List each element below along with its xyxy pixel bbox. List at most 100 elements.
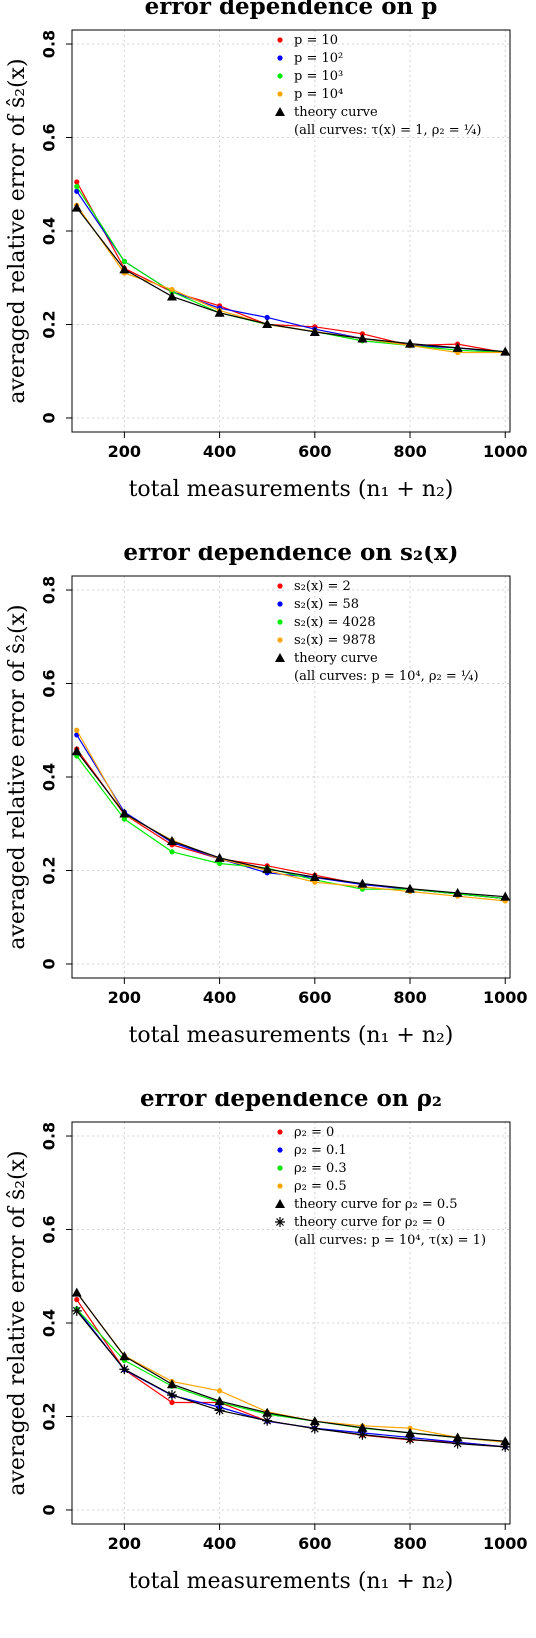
data-point xyxy=(166,836,177,846)
legend-marker xyxy=(275,653,285,662)
data-point xyxy=(121,816,127,822)
series-line xyxy=(76,181,506,354)
x-tick-label: 800 xyxy=(393,988,426,1007)
legend-label: p = 10³ xyxy=(294,69,343,84)
data-point xyxy=(262,319,273,329)
chart-title: error dependence on p xyxy=(145,0,438,20)
data-point xyxy=(262,1407,273,1417)
x-tick-label: 600 xyxy=(298,1534,331,1553)
data-point xyxy=(166,1389,177,1400)
data-point xyxy=(500,891,511,901)
data-point xyxy=(405,338,416,348)
x-tick-label: 1000 xyxy=(483,988,528,1007)
legend: ρ₂ = 0 ρ₂ = 0.1 ρ₂ = 0.3 ρ₂ = 0.5 theory cur… xyxy=(275,1125,486,1248)
data-point xyxy=(74,179,80,185)
legend-marker xyxy=(277,55,283,61)
data-point xyxy=(71,1287,82,1297)
legend-label: s₂(x) = 4028 xyxy=(294,615,376,630)
data-point xyxy=(452,1438,463,1449)
legend-marker xyxy=(275,107,285,116)
data-point xyxy=(405,1427,416,1437)
legend-label: theory curve xyxy=(294,105,378,120)
legend-marker xyxy=(277,73,283,79)
series-line xyxy=(76,1292,506,1442)
y-tick-label: 0.8 xyxy=(40,30,59,58)
series-line xyxy=(76,207,506,353)
y-tick-label: 0 xyxy=(40,1504,59,1515)
chart-panel-s2: 200 400 600 800 1000 0 0.2 0.4 0.6 0.8 error depen… xyxy=(0,546,536,1092)
y-tick-label: 0.2 xyxy=(40,1402,59,1430)
data-point xyxy=(309,1423,320,1434)
data-point xyxy=(74,727,80,733)
data-point xyxy=(214,1405,225,1416)
legend-marker xyxy=(277,1129,283,1135)
data-point xyxy=(216,860,223,867)
legend-label: theory curve for ρ₂ = 0 xyxy=(294,1215,445,1230)
legend-note: (all curves: p = 10⁴, ρ₂ = ¼) xyxy=(294,669,479,684)
series-3 xyxy=(74,202,508,356)
data-point xyxy=(74,188,80,194)
chart-svg-s2: 200 400 600 800 1000 0 0.2 0.4 0.6 0.8 error depen… xyxy=(5,546,528,1048)
chart-panel-p: 200 400 600 800 1000 0 0.2 0.4 0.6 0.8 error depen… xyxy=(0,0,536,546)
data-point xyxy=(166,1379,177,1389)
chart-panel-rho2: 200 400 600 800 1000 0 0.2 0.4 0.6 0.8 error depen… xyxy=(0,1092,536,1638)
series-0 xyxy=(74,746,508,902)
y-tick-label: 0.6 xyxy=(40,123,59,151)
legend-marker xyxy=(277,1165,283,1171)
y-tick-label: 0.8 xyxy=(40,1122,59,1150)
x-axis-label: total measurements (n₁ + n₂) xyxy=(129,1569,454,1594)
data-point xyxy=(500,1441,511,1452)
x-tick-label: 200 xyxy=(108,1534,141,1553)
grid xyxy=(72,30,510,432)
series-4 xyxy=(71,746,511,901)
data-point xyxy=(214,1396,225,1406)
data-point xyxy=(309,1416,320,1426)
legend-marker xyxy=(275,1199,285,1208)
series-4 xyxy=(71,202,511,356)
y-tick-label: 0.4 xyxy=(40,217,59,245)
data-point xyxy=(357,333,368,343)
data-point xyxy=(309,872,320,882)
series-1 xyxy=(74,188,508,356)
series-4 xyxy=(71,1287,511,1446)
series-2 xyxy=(74,753,508,902)
data-point xyxy=(121,258,127,264)
legend-label: theory curve for ρ₂ = 0.5 xyxy=(294,1197,458,1212)
x-tick-label: 800 xyxy=(393,442,426,461)
x-axis-label: total measurements (n₁ + n₂) xyxy=(129,1023,454,1048)
legend-label: s₂(x) = 58 xyxy=(294,597,359,612)
grid xyxy=(72,1122,510,1524)
data-point xyxy=(74,1297,80,1303)
x-tick-label: 1000 xyxy=(483,442,528,461)
legend-marker xyxy=(277,37,283,43)
legend-marker xyxy=(277,91,283,97)
legend: p = 10 p = 10² p = 10³ p = 10⁴ theory curve (… xyxy=(275,33,481,138)
series-0 xyxy=(74,179,508,356)
y-tick-label: 0.2 xyxy=(40,856,59,884)
data-point xyxy=(119,264,130,274)
y-axis-label: averaged relative error of ŝ₂(x) xyxy=(5,1150,30,1495)
data-point xyxy=(309,326,320,336)
data-point xyxy=(169,1399,175,1406)
legend-label: ρ₂ = 0.3 xyxy=(294,1161,347,1176)
data-point xyxy=(214,307,225,317)
data-point xyxy=(169,849,175,855)
data-point xyxy=(216,1388,223,1394)
legend-marker xyxy=(277,601,283,607)
legend-label: p = 10⁴ xyxy=(294,87,343,102)
legend-marker xyxy=(277,637,283,643)
legend-label: p = 10 xyxy=(294,33,338,48)
x-tick-label: 200 xyxy=(108,442,141,461)
legend-label: ρ₂ = 0 xyxy=(294,1125,334,1140)
chart-svg-rho2: 200 400 600 800 1000 0 0.2 0.4 0.6 0.8 error depen… xyxy=(5,1092,528,1594)
data-point xyxy=(357,1429,368,1440)
legend-label: theory curve xyxy=(294,651,378,666)
y-tick-label: 0.8 xyxy=(40,576,59,604)
legend-label: ρ₂ = 0.5 xyxy=(294,1179,347,1194)
data-point xyxy=(71,202,82,212)
y-tick-label: 0.2 xyxy=(40,310,59,338)
legend-label: ρ₂ = 0.1 xyxy=(294,1143,347,1158)
y-axis-label: averaged relative error of ŝ₂(x) xyxy=(5,58,30,403)
data-point xyxy=(500,1436,511,1446)
data-point xyxy=(119,808,130,818)
